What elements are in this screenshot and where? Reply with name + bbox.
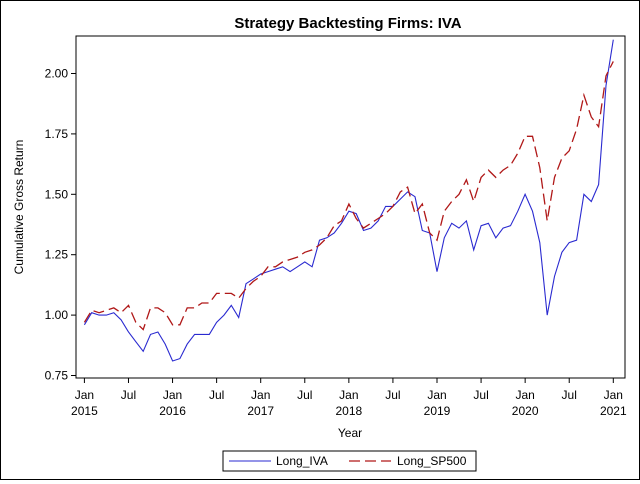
x-tick-month-label: Jul xyxy=(297,388,312,402)
x-tick-month-label: Jan xyxy=(75,388,94,402)
y-axis: 0.75 1.00 1.25 1.50 1.75 2.00 xyxy=(45,67,76,383)
x-tick-year-label: 2015 xyxy=(71,404,98,418)
x-tick-month-label: Jul xyxy=(385,388,400,402)
x-tick-month-label: Jan xyxy=(515,388,534,402)
plot-area xyxy=(75,35,626,379)
x-tick-year-label: 2021 xyxy=(600,404,627,418)
x-tick-year-label: 2019 xyxy=(424,404,451,418)
x-tick-month-label: Jan xyxy=(163,388,182,402)
series-line-long-sp500 xyxy=(83,61,614,331)
x-tick-month-label: Jan xyxy=(339,388,358,402)
x-tick-year-label: 2020 xyxy=(512,404,539,418)
y-axis-label: Cumulative Gross Return xyxy=(12,140,26,275)
x-tick-month-label: Jan xyxy=(604,388,623,402)
x-axis-label: Year xyxy=(338,426,362,440)
x-tick-month-label: Jul xyxy=(473,388,488,402)
legend-label-long-iva: Long_IVA xyxy=(276,454,328,468)
x-tick-year-label: 2018 xyxy=(335,404,362,418)
x-tick-month-label: Jul xyxy=(121,388,136,402)
series-lines xyxy=(83,39,614,362)
x-tick-month-label: Jan xyxy=(427,388,446,402)
x-tick-year-label: 2016 xyxy=(159,404,186,418)
legend-label-long-sp500: Long_SP500 xyxy=(397,454,467,468)
x-tick-month-label: Jan xyxy=(251,388,270,402)
legend: Long_IVA Long_SP500 xyxy=(222,450,477,472)
chart-title: Strategy Backtesting Firms: IVA xyxy=(234,15,461,32)
y-tick-label: 1.50 xyxy=(45,187,69,201)
x-axis: Jan 2015 Jul Jan 2016 Jul Jan 2017 Jul Jan 2018 Jul… xyxy=(71,378,627,418)
y-tick-label: 2.00 xyxy=(45,67,69,81)
x-tick-month-label: Jul xyxy=(209,388,224,402)
series-line-long-iva xyxy=(83,39,614,362)
y-tick-label: 1.75 xyxy=(45,127,69,141)
x-tick-month-label: Jul xyxy=(562,388,577,402)
y-tick-label: 0.75 xyxy=(45,369,69,383)
x-tick-year-label: 2017 xyxy=(247,404,274,418)
y-tick-label: 1.25 xyxy=(45,248,69,262)
y-tick-label: 1.00 xyxy=(45,308,69,322)
